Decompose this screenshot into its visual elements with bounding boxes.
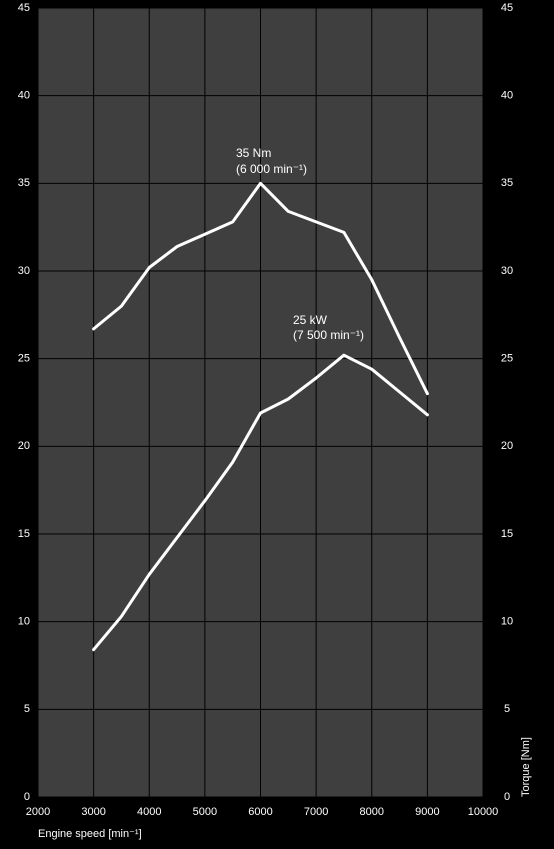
annotation: (7 500 min⁻¹) — [293, 328, 364, 342]
y2-tick-label: 25 — [501, 353, 513, 365]
y-tick-label: 40 — [18, 90, 30, 102]
x-tick-label: 2000 — [26, 806, 50, 818]
line — [92, 353, 429, 652]
y2-tick-label: 30 — [501, 265, 513, 277]
x-tick-label: 6000 — [248, 806, 272, 818]
y-tick-label: 5 — [24, 703, 30, 715]
x-tick-label: 3000 — [81, 806, 105, 818]
x-tick-label: 4000 — [137, 806, 161, 818]
x-tick-label: 7000 — [304, 806, 328, 818]
x-tick-label: 5000 — [193, 806, 217, 818]
y2-tick-label: 20 — [501, 440, 513, 452]
y2-axis-label: Torque [Nm] — [520, 737, 532, 797]
y-tick-label: 10 — [18, 616, 30, 628]
annotation: 35 Nm — [236, 146, 271, 160]
x-axis-label: Engine speed [min⁻¹] — [38, 828, 142, 840]
y-tick-label: 15 — [18, 528, 30, 540]
y2-tick-label: 45 — [501, 2, 513, 14]
y2-tick-label: 0 — [504, 791, 510, 803]
y2-tick-label: 10 — [501, 616, 513, 628]
y-tick-label: 35 — [18, 177, 30, 189]
line — [92, 181, 429, 396]
x-tick-label: 8000 — [360, 806, 384, 818]
annotation: (6 000 min⁻¹) — [236, 162, 307, 176]
y-tick-label: 45 — [18, 2, 30, 14]
y-tick-label: 25 — [18, 353, 30, 365]
y-tick-label: 20 — [18, 440, 30, 452]
y-tick-label: 0 — [24, 791, 30, 803]
y2-tick-label: 15 — [501, 528, 513, 540]
annotation: 25 kW — [293, 313, 328, 327]
x-tick-label: 10000 — [468, 806, 499, 818]
y-tick-label: 30 — [18, 265, 30, 277]
x-tick-label: 9000 — [415, 806, 439, 818]
y2-tick-label: 40 — [501, 90, 513, 102]
y2-tick-label: 5 — [504, 703, 510, 715]
y2-tick-label: 35 — [501, 177, 513, 189]
